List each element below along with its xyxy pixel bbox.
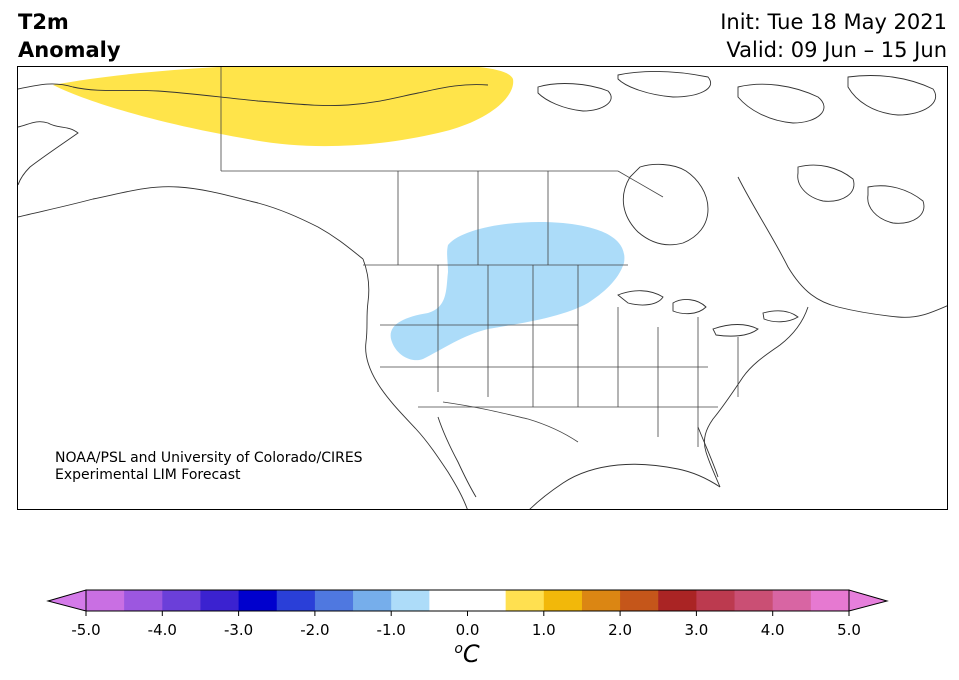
map-panel	[17, 66, 948, 510]
colorbar-tick-label: 2.0	[608, 621, 633, 639]
colorbar-over-arrow	[848, 589, 889, 612]
colorbar-cell	[429, 590, 468, 611]
colorbar-cell	[314, 590, 354, 611]
coastlines	[18, 70, 947, 509]
colorbar-cell	[86, 590, 125, 611]
colorbar-tick-label: 4.0	[760, 621, 785, 639]
political-borders	[220, 67, 739, 447]
colorbar-cell	[505, 590, 545, 611]
colorbar-outline	[85, 589, 850, 612]
colorbar-cell	[124, 590, 163, 611]
colorbar-cell	[772, 590, 812, 611]
colorbar-cell	[581, 590, 621, 611]
north-america-map	[18, 67, 947, 509]
unit-base: C	[462, 640, 480, 668]
colorbar-ticks	[85, 611, 850, 616]
colorbar-tick-label: -1.0	[376, 621, 406, 639]
cool-anomaly-region	[390, 221, 625, 361]
unit-degree: o	[454, 641, 463, 657]
colorbar-cell	[734, 590, 774, 611]
credit-text: NOAA/PSL and University of Colorado/CIRE…	[55, 450, 363, 484]
map-title: T2m Anomaly	[18, 8, 121, 64]
colorbar-tick-label: -4.0	[147, 621, 177, 639]
colorbar-cell	[543, 590, 583, 611]
colorbar-cell	[467, 590, 507, 611]
credit-line-2: Experimental LIM Forecast	[55, 467, 241, 483]
colorbar-cell	[391, 590, 430, 611]
title-line-2: Anomaly	[18, 38, 121, 62]
colorbar-cell	[238, 590, 278, 611]
colorbar-cell	[200, 590, 240, 611]
warm-anomaly-region	[53, 67, 514, 147]
colorbar-tick-label: 0.0	[455, 621, 480, 639]
colorbar-tick-label: -5.0	[71, 621, 101, 639]
colorbar-cell	[162, 590, 201, 611]
colorbar-under-arrow	[46, 589, 87, 612]
colorbar-unit: oC	[440, 640, 494, 668]
title-line-1: T2m	[18, 10, 69, 34]
valid-range: Valid: 09 Jun – 15 Jun	[726, 38, 947, 62]
colorbar	[46, 589, 889, 616]
colorbar-cell	[353, 590, 392, 611]
colorbar-tick-label: 3.0	[684, 621, 709, 639]
colorbar-cell	[276, 590, 316, 611]
forecast-info: Init: Tue 18 May 2021 Valid: 09 Jun – 15…	[720, 8, 947, 64]
init-date: Init: Tue 18 May 2021	[720, 10, 947, 34]
colorbar-cells	[86, 590, 850, 611]
colorbar-tick-label: -2.0	[300, 621, 330, 639]
colorbar-cell	[810, 590, 850, 611]
colorbar-tick-label: 5.0	[837, 621, 861, 639]
colorbar-tick-label: 1.0	[531, 621, 556, 639]
credit-line-1: NOAA/PSL and University of Colorado/CIRE…	[55, 450, 363, 466]
colorbar-cell	[620, 590, 659, 611]
colorbar-tick-label: -3.0	[223, 621, 254, 639]
colorbar-cell	[696, 590, 736, 611]
colorbar-cell	[658, 590, 697, 611]
